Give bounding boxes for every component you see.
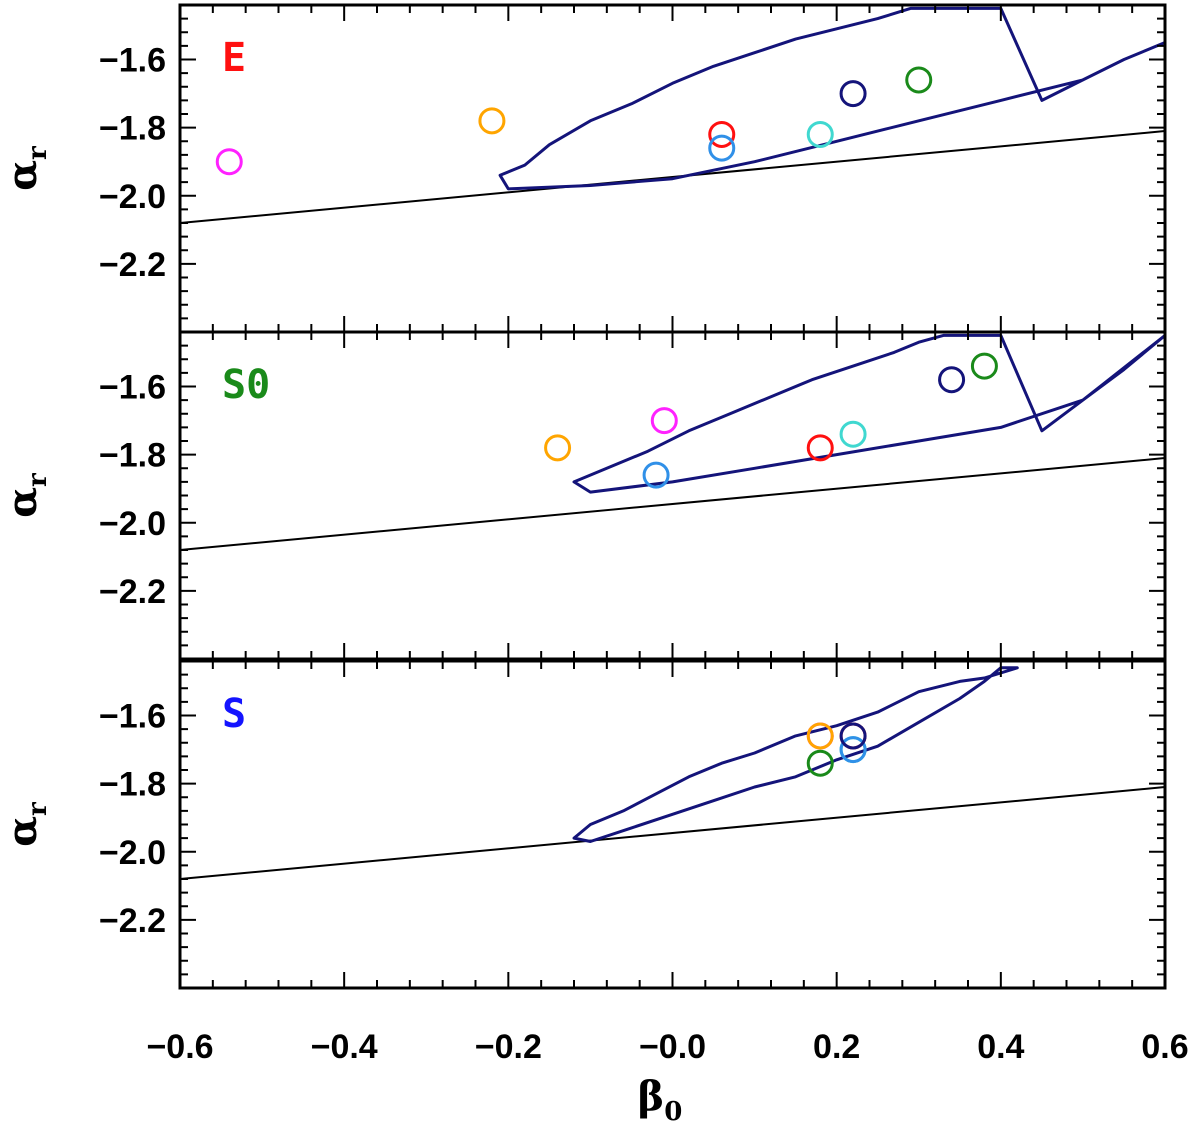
data-point [970, 352, 998, 380]
panel-frame [178, 659, 1167, 990]
x-tick-label: 0.6 [1141, 1028, 1188, 1066]
panels-layer: −1.6−1.8−2.0−2.2αrE−1.6−1.8−2.0−2.2αrS0−… [0, 3, 1167, 990]
y-tick-label: −2.0 [99, 834, 166, 872]
y-tick-label: −1.8 [99, 437, 166, 475]
panel-s: −1.6 −1.8 −2.0 −2.2 αr S [0, 659, 1167, 990]
x-axis-label: β0 [638, 1073, 683, 1122]
data-point [708, 134, 736, 162]
y-tick-label: −2.0 [99, 178, 166, 216]
data-point [806, 434, 834, 462]
y-tick-label: −1.6 [99, 369, 166, 407]
x-tick-label: −0.2 [475, 1028, 542, 1066]
x-axis: −0.6 −0.4 −0.2 −0.0 0.2 0.4 0.6 [146, 1028, 1188, 1066]
data-point [905, 66, 933, 94]
y-axis-symbol: α [0, 160, 46, 191]
y-axis-subscript: r [23, 146, 53, 160]
panel-frame [178, 3, 1167, 334]
panel-frame [178, 330, 1167, 661]
y-axis-label: αr [0, 146, 53, 191]
x-axis-symbol: β [638, 1073, 665, 1120]
y-axis-subscript: r [23, 473, 53, 487]
reference-line [180, 786, 1165, 880]
y-tick-label: −2.2 [99, 573, 166, 611]
confidence-contour [572, 333, 1165, 494]
x-tick-label: 0.2 [813, 1028, 860, 1066]
data-point [839, 722, 867, 750]
x-axis-subscript: 0 [664, 1097, 682, 1122]
confidence-contour [498, 6, 1165, 191]
y-tick-label: −1.8 [99, 766, 166, 804]
y-axis-label: αr [0, 473, 53, 518]
y-axis-symbol: α [0, 816, 46, 847]
y-tick-label: −2.2 [99, 246, 166, 284]
data-point [839, 736, 867, 764]
x-tick-label: −0.0 [639, 1028, 706, 1066]
panel-label: S0 [222, 362, 270, 408]
y-axis-label: αr [0, 802, 53, 847]
reference-line [180, 130, 1165, 224]
panel-label: E [222, 35, 246, 81]
data-point [806, 749, 834, 777]
data-point [839, 80, 867, 108]
confidence-contour [572, 666, 1019, 843]
data-point [806, 722, 834, 750]
data-point [478, 107, 506, 135]
data-point [650, 407, 678, 435]
y-tick-label: −1.8 [99, 110, 166, 148]
data-point [215, 148, 243, 176]
y-axis-symbol: α [0, 487, 46, 518]
data-point [642, 461, 670, 489]
data-point [544, 434, 572, 462]
reference-line [180, 457, 1165, 551]
x-tick-label: −0.4 [311, 1028, 378, 1066]
panel-e: −1.6 −1.8 −2.0 −2.2 αr E [0, 3, 1167, 334]
x-tick-label: −0.6 [146, 1028, 213, 1066]
panel-s0: −1.6 −1.8 −2.0 −2.2 αr S0 [0, 330, 1167, 661]
panel-label: S [222, 691, 246, 737]
data-point [806, 120, 834, 148]
data-point [938, 366, 966, 394]
data-point [839, 420, 867, 448]
data-point [708, 120, 736, 148]
y-axis-subscript: r [23, 802, 53, 816]
x-tick-label: 0.4 [977, 1028, 1024, 1066]
y-tick-label: −1.6 [99, 698, 166, 736]
y-tick-label: −2.2 [99, 902, 166, 940]
y-tick-label: −1.6 [99, 42, 166, 80]
y-tick-label: −2.0 [99, 505, 166, 543]
